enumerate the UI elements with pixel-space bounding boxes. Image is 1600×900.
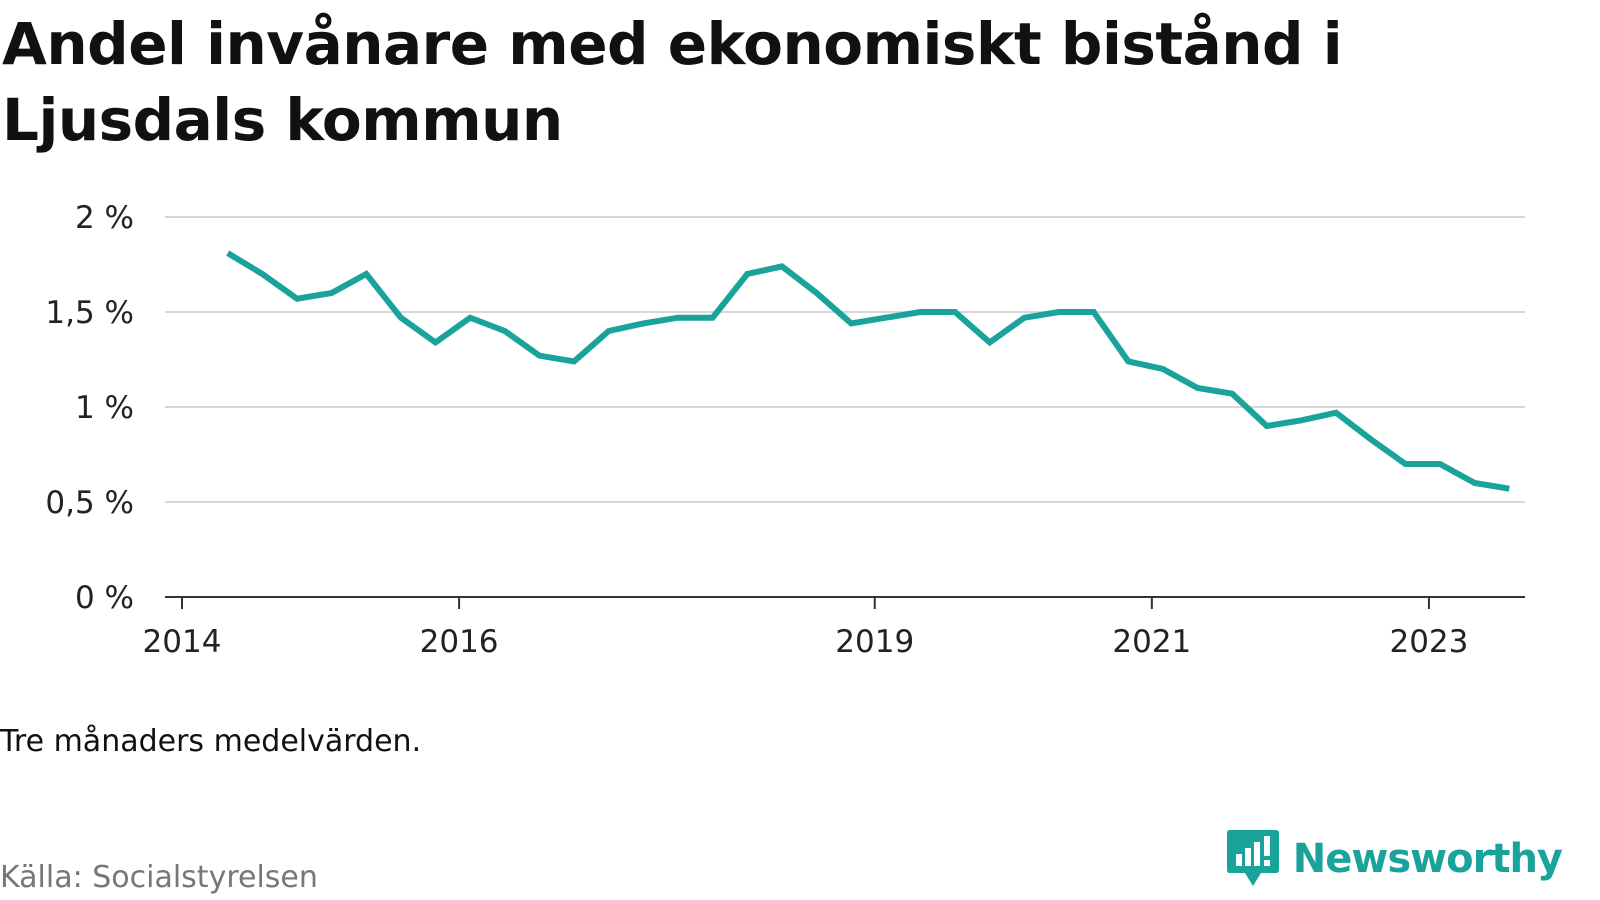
line-chart: 0 % 0,5 % 1 % 1,5 % 2 % 2014 2016 2019 2021 2023 [45,200,1525,660]
x-tick-label: 2023 [1389,624,1468,660]
chart-title: Andel invånare med ekonomiskt bistånd i … [2,10,1343,154]
y-tick-label: 0 % [75,580,134,616]
chart-note: Tre månaders medelvärden. [0,724,422,759]
grid-lines [165,216,1525,503]
brand-logo: Newsworthy [1226,830,1563,888]
y-tick-label: 1 % [75,390,134,426]
source-credit: Källa: Socialstyrelsen [0,860,318,895]
y-tick-label: 2 % [75,200,134,236]
newsworthy-logo-icon [1226,830,1279,886]
y-tick-label: 0,5 % [45,485,134,521]
y-axis-labels: 0 % 0,5 % 1 % 1,5 % 2 % [45,200,134,616]
x-tick-label: 2014 [143,624,222,660]
x-tick-label: 2016 [420,624,499,660]
x-axis: 2014 2016 2019 2021 2023 [143,596,1525,660]
y-tick-label: 1,5 % [45,295,134,331]
brand-name: Newsworthy [1292,836,1563,882]
series-line [226,250,1510,492]
x-tick-label: 2021 [1112,624,1191,660]
x-tick-label: 2019 [835,624,914,660]
series-layer [226,250,1510,492]
